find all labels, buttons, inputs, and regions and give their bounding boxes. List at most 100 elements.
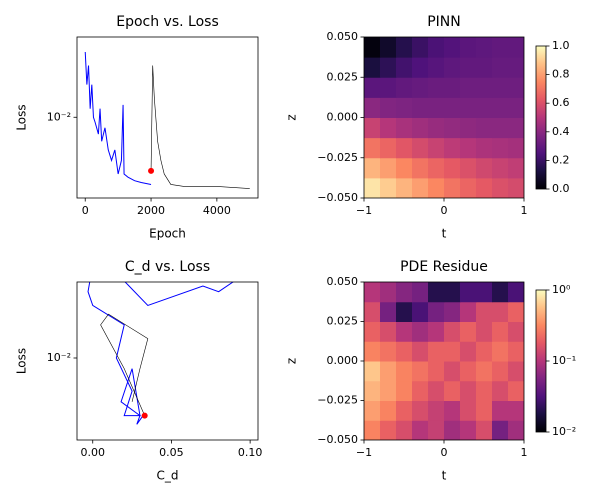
- heat-cell: [364, 321, 381, 342]
- heat-cell: [364, 97, 381, 118]
- heat-cell: [444, 57, 461, 78]
- y-tick-label: −0.050: [317, 433, 358, 446]
- y-tick-label: −0.025: [317, 394, 358, 407]
- heat-cell: [460, 321, 477, 342]
- heat-cell: [460, 117, 477, 139]
- colorbar: [535, 45, 547, 190]
- heat-cell: [428, 301, 445, 322]
- colorbar: [535, 289, 547, 433]
- heat-cell: [460, 137, 477, 159]
- colorbar-tick-label: 10⁻²: [552, 425, 576, 438]
- heat-cell: [476, 57, 493, 78]
- heat-cell: [380, 37, 397, 58]
- heat-cell: [364, 177, 381, 198]
- heat-cell: [460, 361, 477, 382]
- heat-cell: [380, 361, 397, 382]
- heat-cell: [508, 97, 524, 118]
- heat-cell: [492, 361, 509, 382]
- heat-cell: [476, 301, 493, 322]
- heat-cell: [444, 77, 461, 98]
- x-tick-label: 0.10: [238, 446, 263, 459]
- line: [150, 65, 250, 189]
- heat-cell: [476, 341, 493, 362]
- heat-cell: [412, 77, 429, 98]
- y-axis-label: Loss: [15, 348, 29, 374]
- heat-cell: [428, 97, 445, 118]
- heat-cell: [412, 301, 429, 322]
- heat-cell: [364, 137, 381, 159]
- heat-cell: [396, 97, 413, 118]
- heat-cell: [460, 177, 477, 198]
- heat-cell: [460, 97, 477, 118]
- axes-title: C_d vs. Loss: [125, 259, 210, 275]
- x-tick-label: 0: [441, 204, 448, 217]
- heat-cell: [444, 97, 461, 118]
- heat-cell: [476, 321, 493, 342]
- line: [87, 282, 234, 425]
- y-tick-label: 0.025: [327, 70, 359, 83]
- heat-cell: [364, 341, 381, 362]
- heat-cell: [508, 321, 524, 342]
- heat-cell: [460, 282, 477, 303]
- heat-cell: [476, 380, 493, 401]
- heat-cell: [508, 37, 524, 58]
- colorbar-tick-label: 0.2: [552, 153, 570, 166]
- y-axis-label: z: [285, 114, 299, 120]
- heat-cell: [492, 341, 509, 362]
- heat-cell: [396, 37, 413, 58]
- heat-cell: [460, 400, 477, 421]
- heat-cell: [508, 420, 524, 440]
- plot-area: [87, 282, 234, 425]
- heat-cell: [476, 117, 493, 139]
- heat-cell: [428, 157, 445, 179]
- colorbar-tick-label: 0.6: [552, 96, 570, 109]
- heat-cell: [396, 57, 413, 78]
- marker: [148, 167, 155, 174]
- heat-cell: [476, 420, 493, 440]
- heat-cell: [396, 282, 413, 303]
- heat-cell: [412, 282, 429, 303]
- heat-cell: [508, 177, 524, 198]
- heat-cell: [492, 57, 509, 78]
- plot-area: [364, 282, 524, 440]
- heat-cell: [428, 282, 445, 303]
- heat-cell: [476, 97, 493, 118]
- heat-cell: [460, 380, 477, 401]
- colorbar-tick-label: 0.0: [552, 182, 570, 195]
- heat-cell: [428, 57, 445, 78]
- y-tick-label: 10⁻²: [47, 110, 71, 123]
- heat-cell: [444, 117, 461, 139]
- colorbar-tick-label: 0.8: [552, 68, 570, 81]
- y-tick-label: 0.050: [327, 30, 359, 43]
- heat-cell: [380, 380, 397, 401]
- line: [100, 313, 149, 416]
- heat-cell: [460, 37, 477, 58]
- heat-cell: [428, 420, 445, 440]
- heat-cell: [428, 321, 445, 342]
- heat-cell: [492, 97, 509, 118]
- heat-cell: [380, 117, 397, 139]
- heat-cell: [444, 301, 461, 322]
- heat-cell: [364, 77, 381, 98]
- heat-cell: [396, 420, 413, 440]
- heat-cell: [412, 361, 429, 382]
- heat-cell: [380, 420, 397, 440]
- colorbar-tick-label: 10⁻¹: [552, 354, 576, 367]
- heat-cell: [444, 420, 461, 440]
- heat-cell: [444, 157, 461, 179]
- axes-title: PDE Residue: [400, 259, 488, 275]
- x-tick-label: 4000: [203, 204, 231, 217]
- heat-cell: [380, 341, 397, 362]
- heat-cell: [364, 37, 381, 58]
- heat-cell: [364, 420, 381, 440]
- x-tick-label: 1: [521, 204, 528, 217]
- heat-cell: [444, 137, 461, 159]
- heat-cell: [476, 177, 493, 198]
- axes-title: PINN: [427, 14, 461, 30]
- heat-cell: [364, 57, 381, 78]
- heat-cell: [508, 361, 524, 382]
- heat-cell: [444, 361, 461, 382]
- heat-cell: [380, 157, 397, 179]
- heat-cell: [444, 177, 461, 198]
- heat-cell: [380, 77, 397, 98]
